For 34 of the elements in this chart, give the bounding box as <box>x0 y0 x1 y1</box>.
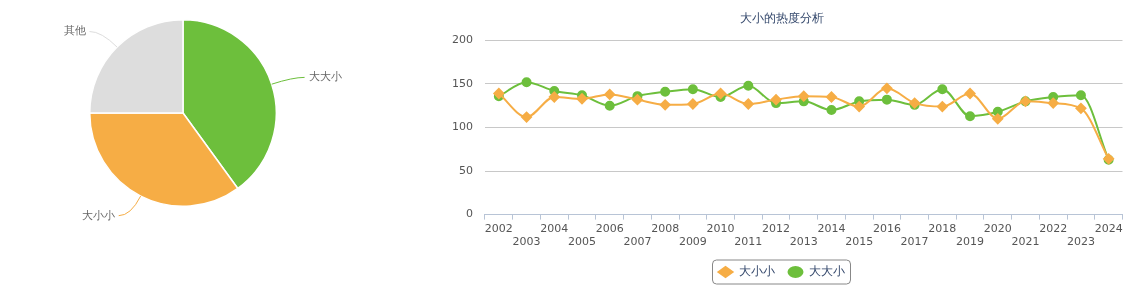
x-tick-label: 2024 <box>1094 222 1123 236</box>
x-tick-label: 2020 <box>983 222 1012 236</box>
slice-label: 大小小 <box>81 208 115 222</box>
x-tick-label: 2018 <box>928 222 957 236</box>
x-tick-label: 2015 <box>845 235 874 249</box>
x-tick-label: 2013 <box>789 235 818 249</box>
x-tick-label: 2014 <box>817 222 846 236</box>
x-tick-label: 2010 <box>706 222 735 236</box>
x-tick-label: 2007 <box>623 235 652 249</box>
x-tick-label: 2003 <box>512 235 541 249</box>
y-tick-label: 50 <box>459 163 473 177</box>
legend-label: 大小小 <box>738 264 775 279</box>
slice-label: 大大小 <box>308 70 342 84</box>
y-tick-label: 150 <box>452 76 473 90</box>
x-tick-label: 2002 <box>484 222 513 236</box>
slice-label: 其他 <box>63 24 86 38</box>
x-tick-label: 2012 <box>762 222 791 236</box>
x-tick-label: 2006 <box>595 222 624 236</box>
y-tick-label: 100 <box>452 120 473 134</box>
x-tick-label: 2004 <box>540 222 569 236</box>
x-tick-label: 2023 <box>1066 235 1095 249</box>
y-tick-label: 0 <box>466 207 473 221</box>
x-tick-label: 2016 <box>872 222 901 236</box>
x-tick-label: 2022 <box>1039 222 1068 236</box>
y-tick-label: 200 <box>452 33 473 47</box>
x-tick-label: 2021 <box>1011 235 1040 249</box>
legend-label: 大大小 <box>808 264 845 279</box>
x-tick-label: 2008 <box>651 222 680 236</box>
chart-title: 大小的热度分析 <box>739 11 824 26</box>
x-tick-label: 2011 <box>734 235 763 249</box>
x-tick-label: 2009 <box>678 235 707 249</box>
x-tick-label: 2017 <box>900 235 929 249</box>
x-tick-label: 2005 <box>568 235 597 249</box>
x-tick-label: 2019 <box>956 235 985 249</box>
